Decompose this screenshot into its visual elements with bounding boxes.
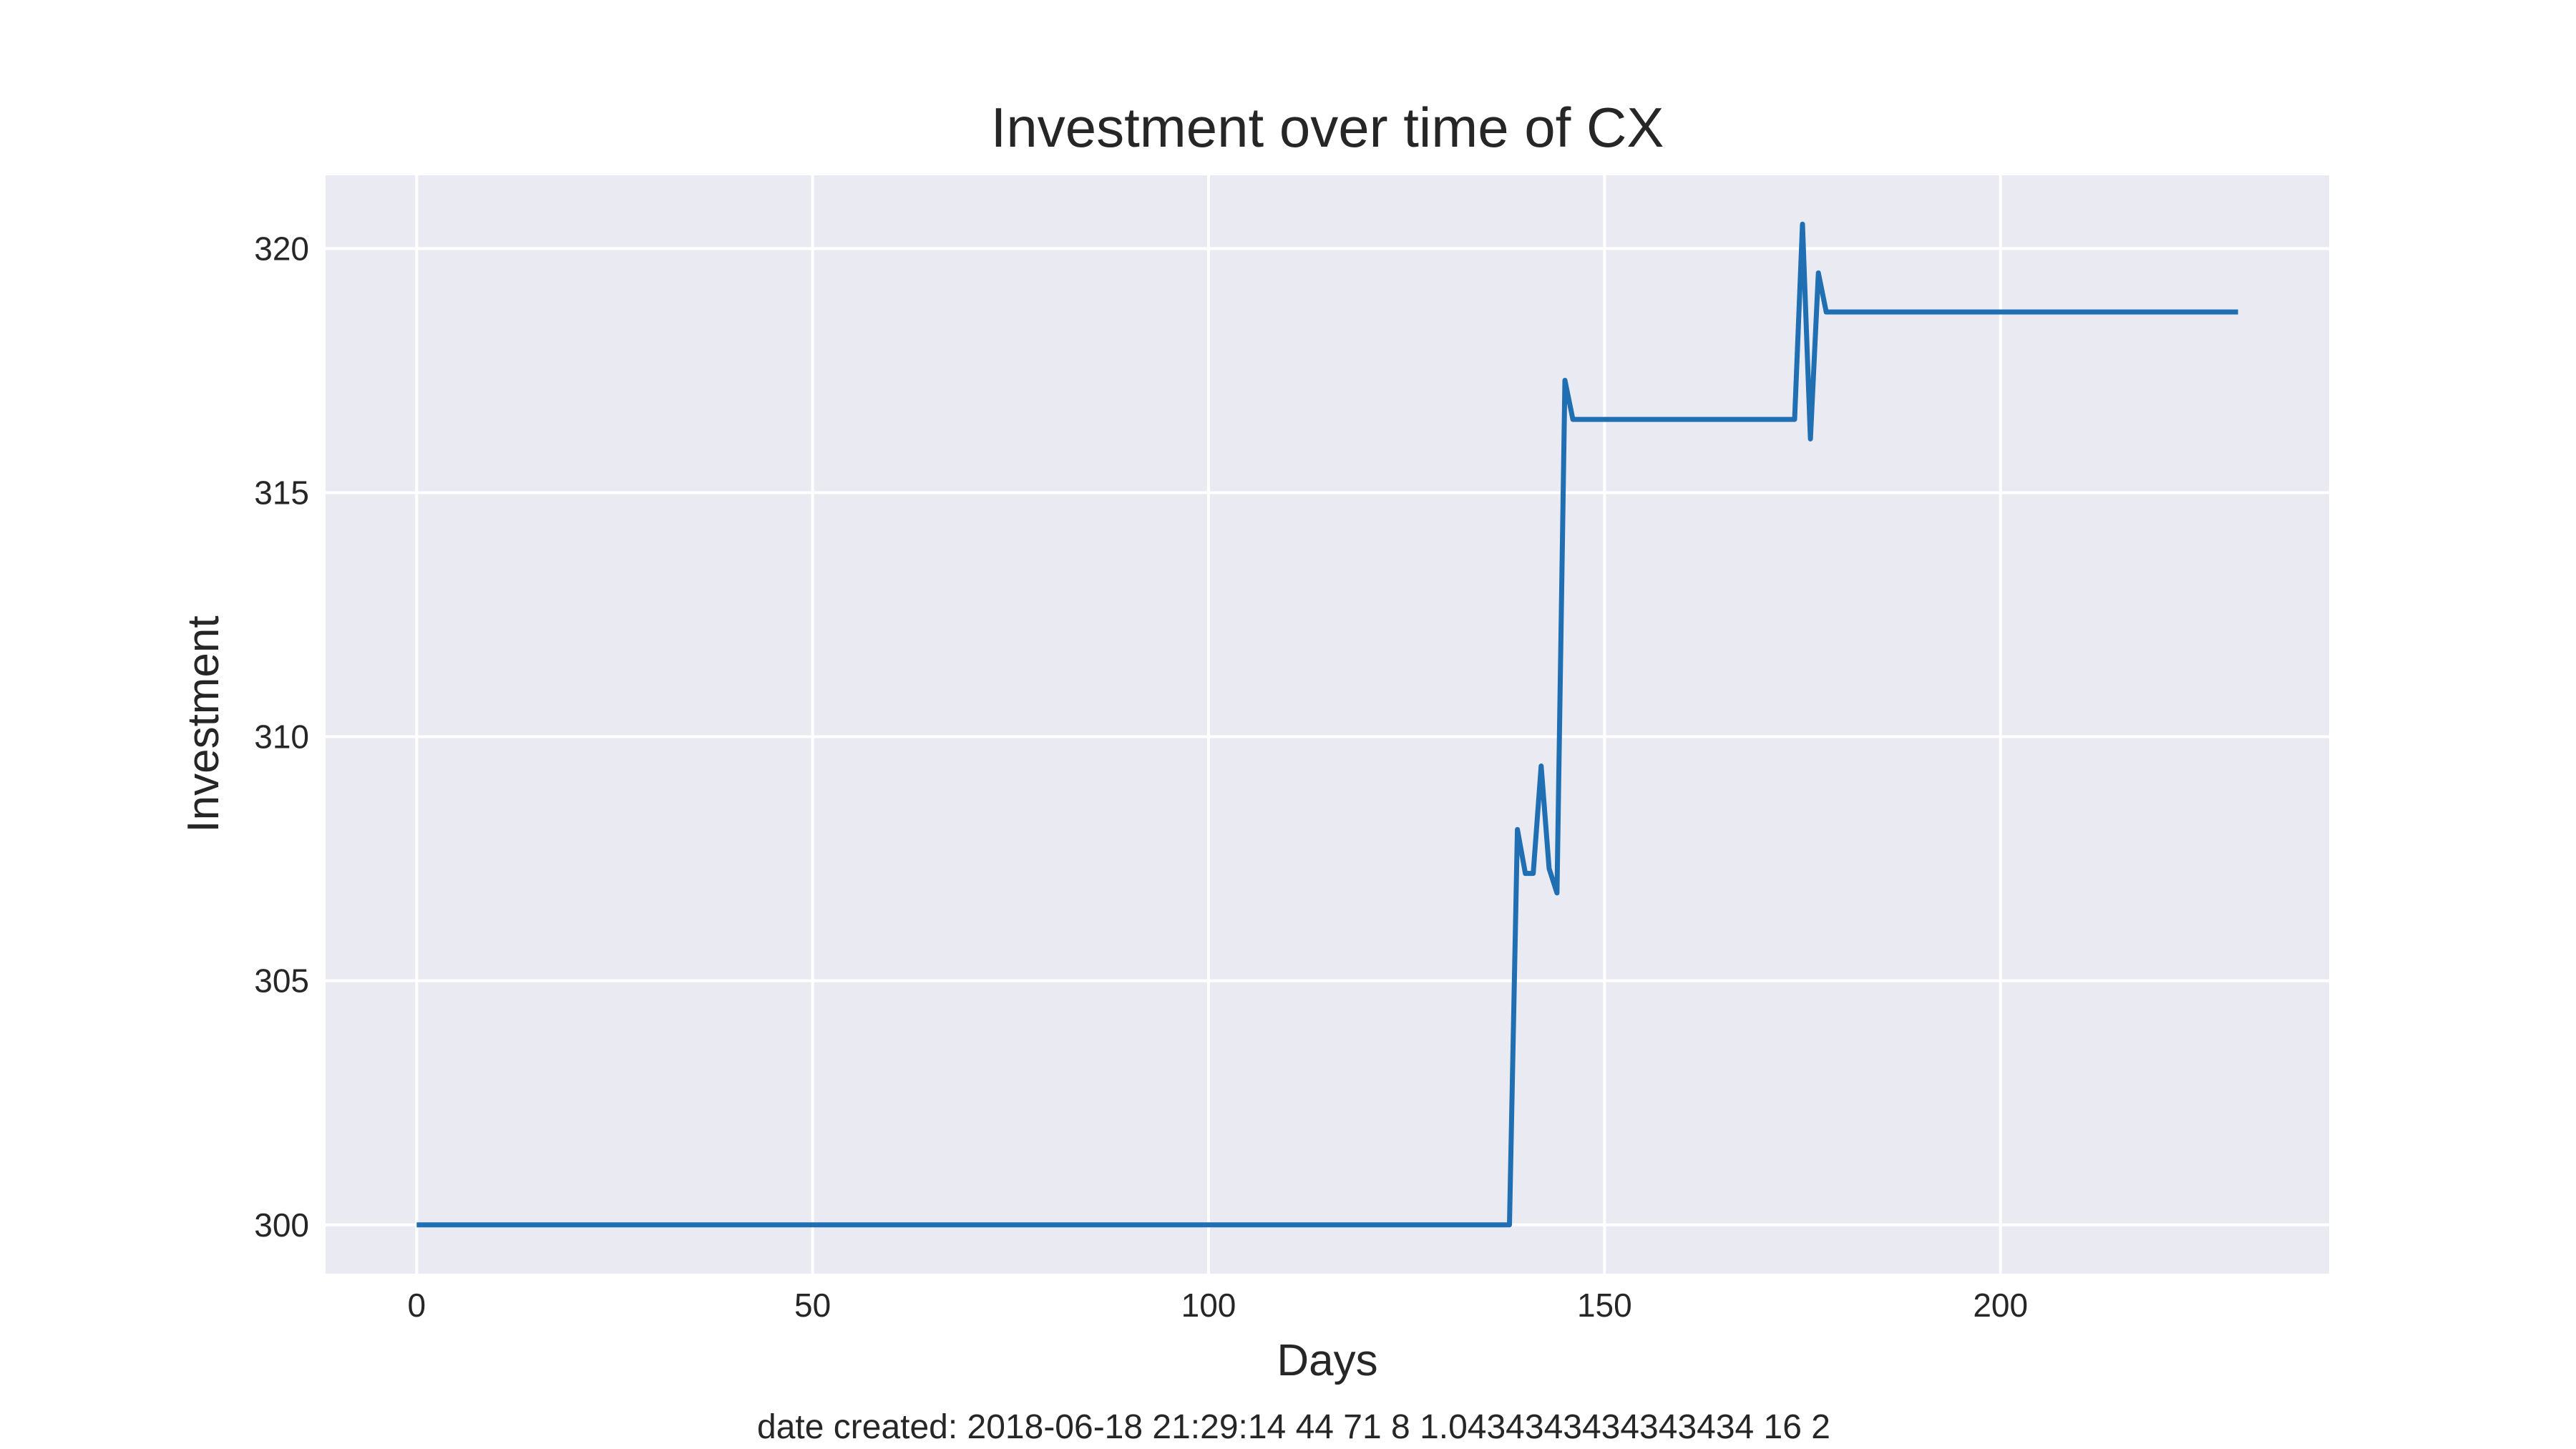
chart-title: Investment over time of CX: [991, 96, 1664, 159]
series-line: [416, 221, 2238, 1228]
y-tick-label: 310: [254, 718, 309, 756]
y-tick-label: 305: [254, 962, 309, 1000]
series-layer: [416, 221, 2238, 1228]
y-axis-ticks: 300 305 310 315 320: [254, 230, 309, 1243]
x-tick-label: 200: [1973, 1287, 2028, 1324]
y-tick-label: 320: [254, 230, 309, 267]
x-axis-ticks: 0 50 100 150 200: [407, 1287, 2028, 1324]
plot-area: [326, 175, 2329, 1274]
y-tick-label: 315: [254, 474, 309, 511]
y-axis-label: Investment: [179, 615, 228, 832]
y-tick-label: 300: [254, 1206, 309, 1244]
x-tick-label: 0: [407, 1287, 426, 1324]
x-tick-label: 100: [1181, 1287, 1236, 1324]
x-tick-label: 50: [794, 1287, 831, 1324]
x-axis-label: Days: [1277, 1336, 1377, 1385]
date-caption: date created: 2018-06-18 21:29:14 44 71 …: [757, 1408, 1830, 1446]
x-tick-label: 150: [1577, 1287, 1632, 1324]
